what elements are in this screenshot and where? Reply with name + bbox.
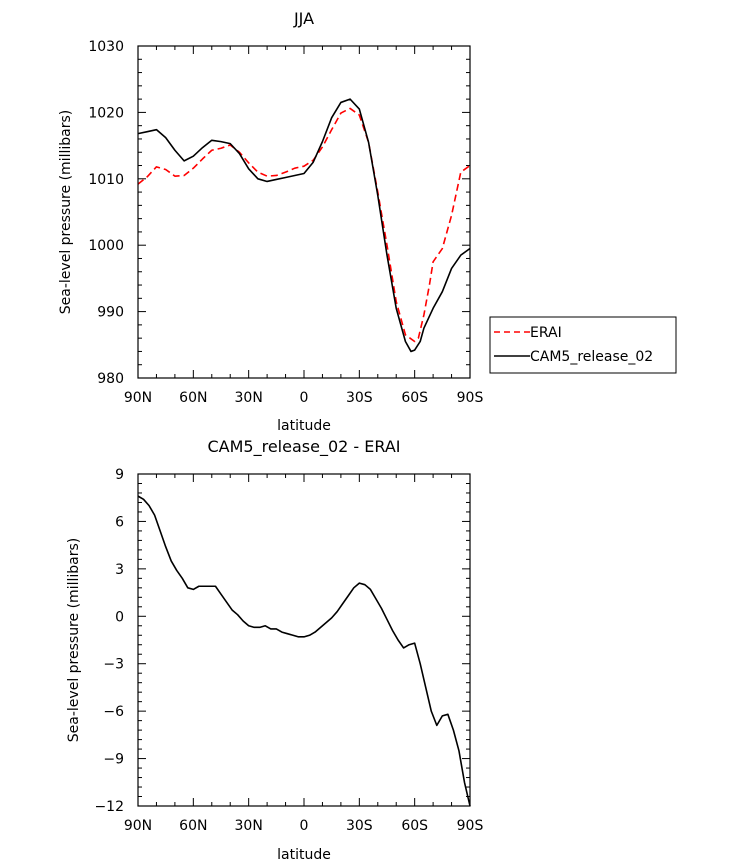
top-x-tick-label: 90S: [457, 390, 484, 406]
top-y-tick-label: 1020: [88, 105, 124, 121]
bottom-x-tick-label: 90N: [124, 818, 152, 834]
bottom-y-tick-label: 0: [115, 609, 124, 625]
bottom-tick-labels: 90N 60N 30N 0 30S 60S 90S −12 −9 −6 −3 0 3 6 9: [94, 467, 483, 834]
legend-cam5-label: CAM5_release_02: [530, 349, 653, 365]
top-tick-labels: 90N 60N 30N 0 30S 60S 90S 980 990 1000 1010 1020 103…: [88, 39, 483, 406]
top-series: [137, 98, 471, 353]
top-x-tick-label: 90N: [124, 390, 152, 406]
bottom-series: [137, 495, 471, 807]
bottom-x-tick-label: 60S: [401, 818, 428, 834]
top-series-line-0: [137, 107, 471, 343]
bottom-y-tick-label: 3: [115, 562, 124, 578]
bottom-y-tick-label: −6: [103, 704, 124, 720]
top-series-line-1: [137, 98, 471, 353]
top-y-tick-label: 1030: [88, 39, 124, 55]
bottom-x-tick-label: 30N: [235, 818, 263, 834]
top-x-tick-label: 30N: [235, 390, 263, 406]
legend: ERAI CAM5_release_02: [489, 316, 677, 374]
bottom-panel: CAM5_release_02 - ERAI 90N 60N 30N 0 30S 60S 9…: [66, 437, 483, 863]
bottom-series-line-0: [137, 495, 471, 807]
top-y-tick-label: 980: [97, 371, 124, 387]
top-y-axis-label: Sea-level pressure (millibars): [58, 110, 74, 314]
top-x-tick-label: 0: [300, 390, 309, 406]
top-y-tick-label: 990: [97, 305, 124, 321]
bottom-ticks: [137, 473, 471, 807]
top-y-tick-label: 1010: [88, 172, 124, 188]
bottom-x-tick-label: 0: [300, 818, 309, 834]
top-x-tick-label: 60S: [401, 390, 428, 406]
top-panel: JJA 90N 60N 30N 0 30S 60S 90S 980 990 1000 1010 102…: [58, 9, 483, 434]
top-plot-frame: [137, 45, 471, 379]
top-x-tick-label: 60N: [179, 390, 207, 406]
bottom-y-tick-label: 9: [115, 467, 124, 483]
top-x-axis-label: latitude: [277, 418, 331, 434]
top-x-tick-label: 30S: [346, 390, 373, 406]
bottom-y-tick-label: −12: [94, 799, 124, 815]
bottom-x-tick-label: 90S: [457, 818, 484, 834]
bottom-x-tick-label: 60N: [179, 818, 207, 834]
bottom-x-tick-label: 30S: [346, 818, 373, 834]
bottom-y-axis-label: Sea-level pressure (millibars): [66, 538, 82, 742]
top-ticks: [137, 45, 471, 379]
bottom-y-tick-label: −9: [103, 752, 124, 768]
top-y-tick-label: 1000: [88, 238, 124, 254]
legend-erai-label: ERAI: [530, 325, 562, 341]
legend-box: [489, 316, 677, 374]
bottom-plot-frame: [137, 473, 471, 807]
top-chart-title: JJA: [293, 9, 314, 28]
bottom-chart-title: CAM5_release_02 - ERAI: [208, 437, 401, 457]
bottom-y-tick-label: 6: [115, 514, 124, 530]
bottom-y-tick-label: −3: [103, 657, 124, 673]
bottom-x-axis-label: latitude: [277, 847, 331, 863]
